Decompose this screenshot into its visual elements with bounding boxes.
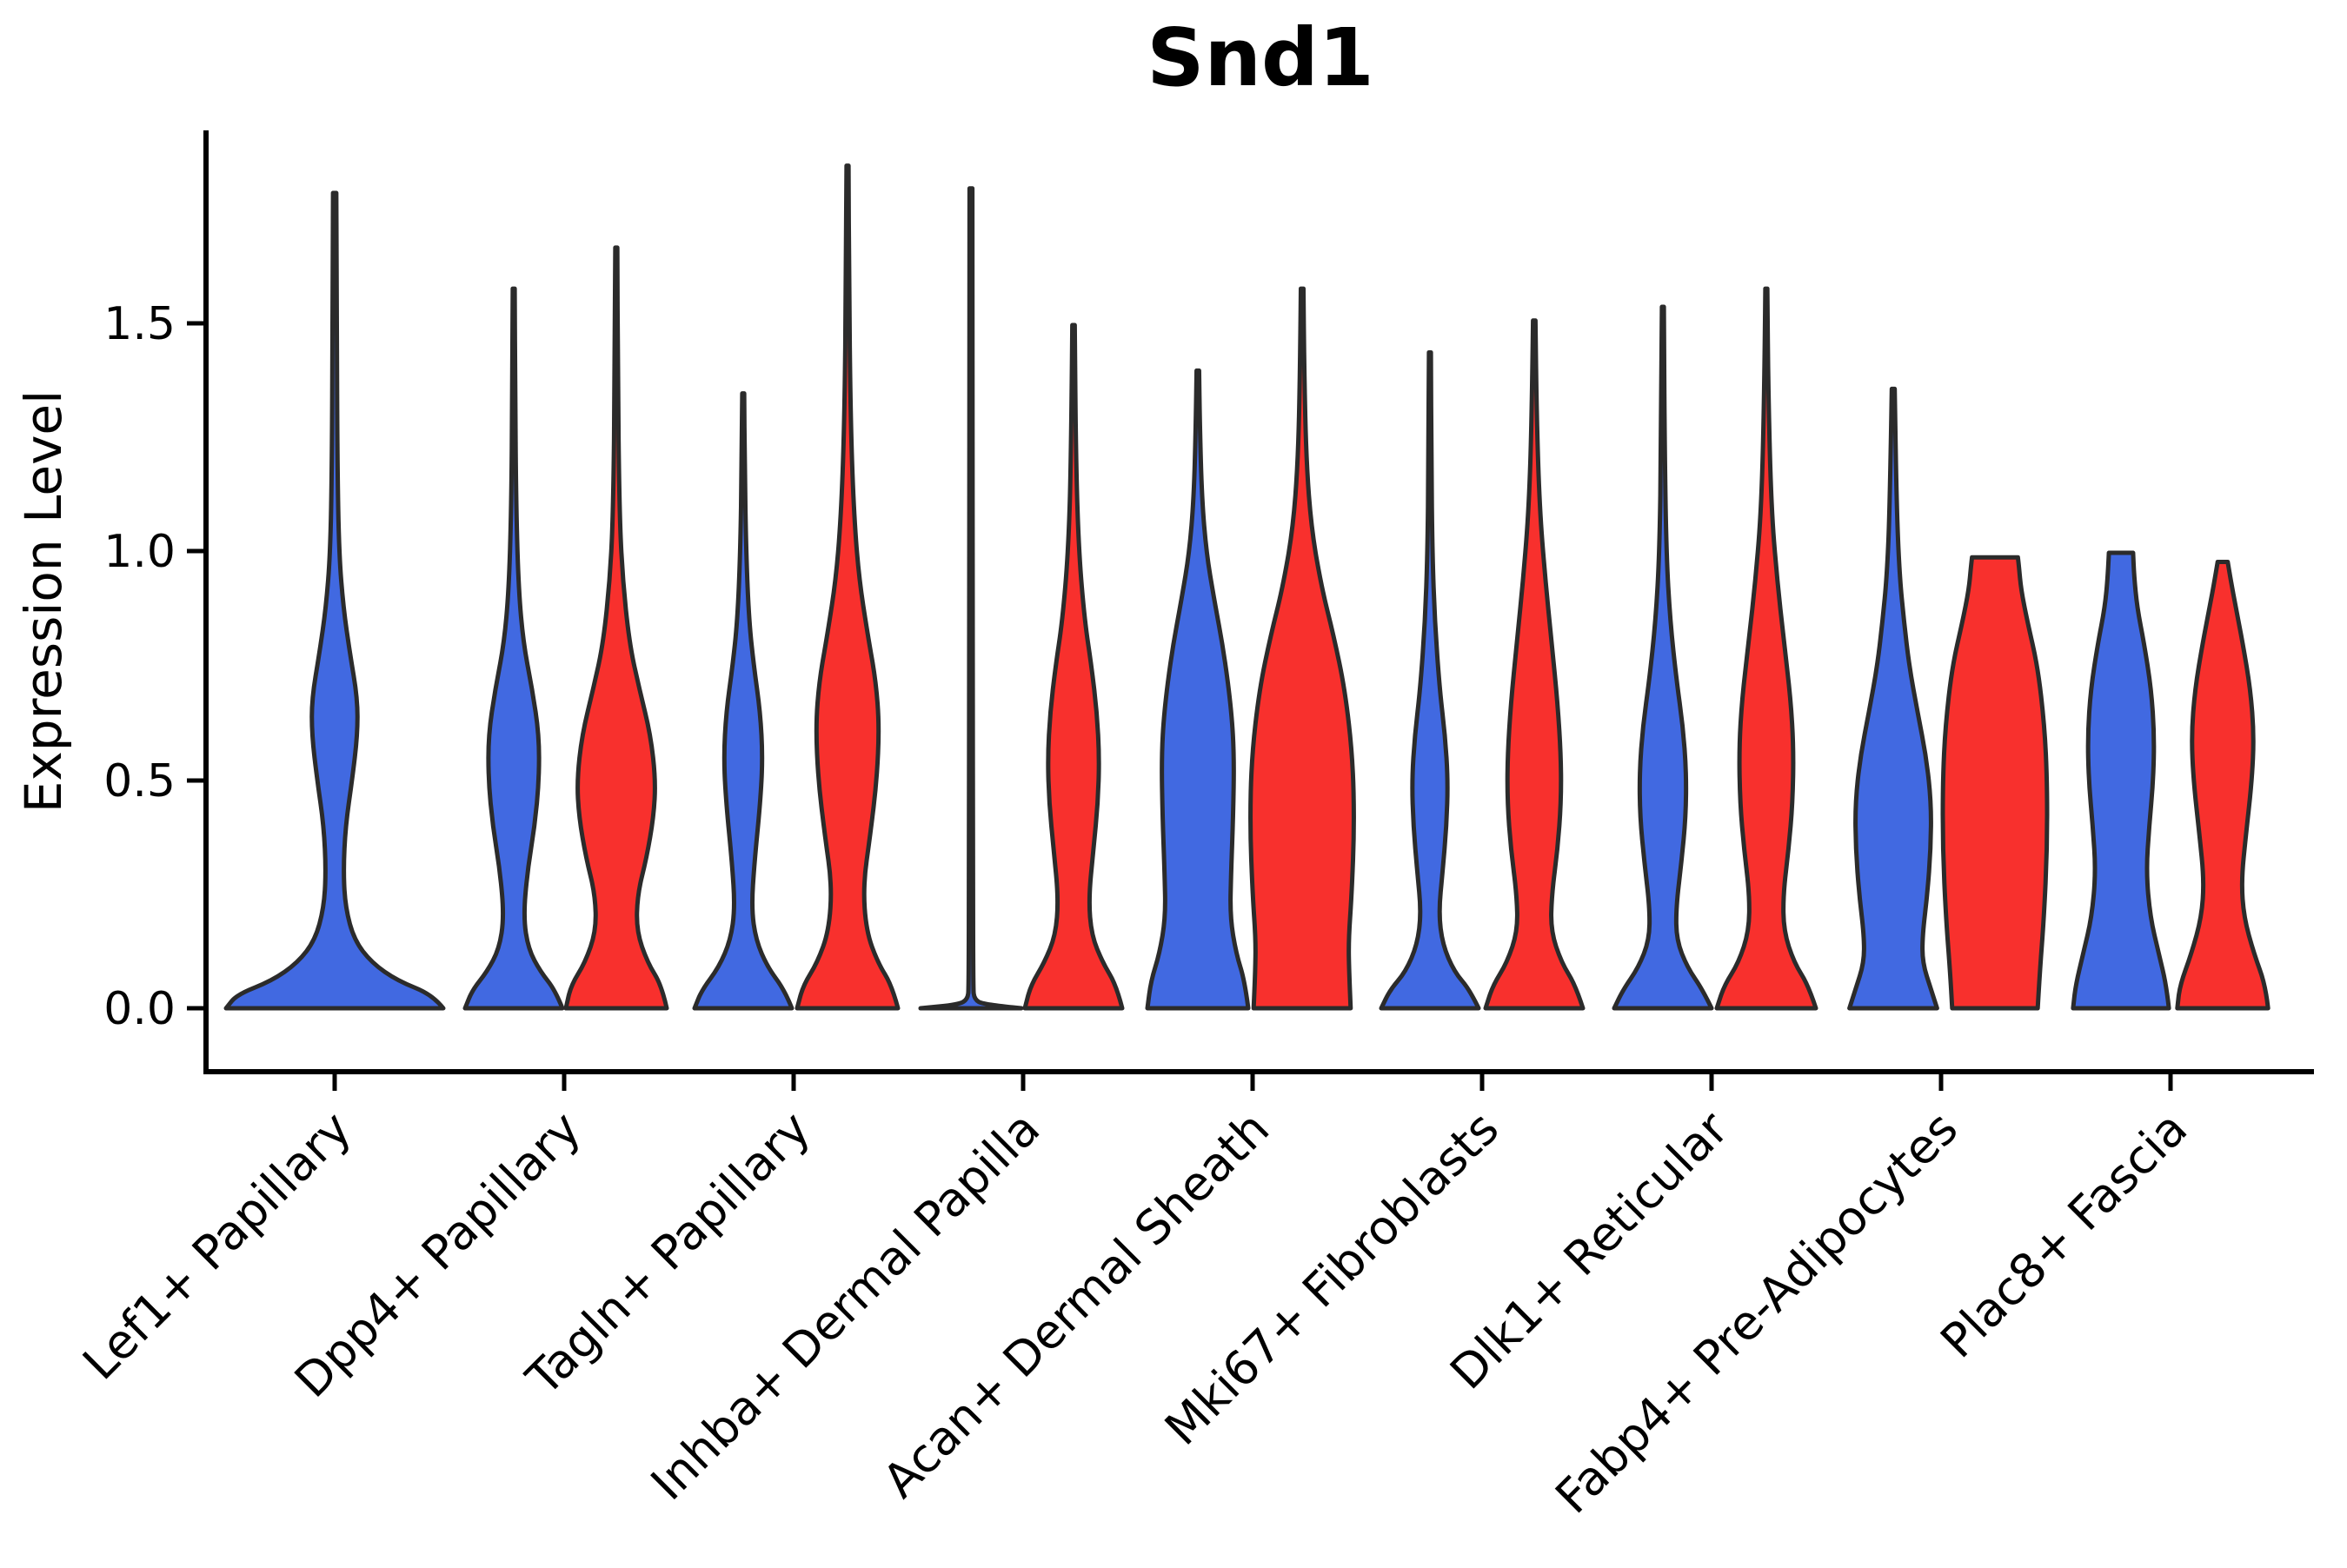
chart-title: Snd1	[1147, 11, 1374, 104]
x-axis-ticks	[332, 1072, 2173, 1091]
violin-blue-Lef1+	[223, 190, 446, 1011]
y-tick-label-0.0: 0.0	[103, 983, 176, 1035]
violin-blue-Dlk1+	[1612, 304, 1714, 1011]
violin-red-Acan+	[1248, 286, 1356, 1011]
violin-red-Tagln+	[795, 163, 901, 1011]
violin-red-Mki67+	[1483, 318, 1586, 1011]
violin-red-Fabp4+	[1940, 555, 2050, 1011]
y-tick-label-1.0: 1.0	[103, 526, 176, 578]
violin-blue-Plac8+	[2071, 550, 2171, 1011]
violin-red-Dlk1+	[1714, 286, 1818, 1011]
violin-blue-Mki67+	[1379, 349, 1481, 1011]
violin-blue-Fabp4+	[1847, 386, 1939, 1011]
violin-blue-Dpp4+	[462, 286, 565, 1011]
x-tick-label-7: Fabp4+ Pre-Adipocytes	[1545, 1101, 1968, 1525]
violin-red-Dpp4+	[563, 245, 669, 1011]
violin-blue-Tagln+	[692, 391, 795, 1011]
x-tick-label-4: Acan+ Dermal Sheath	[873, 1101, 1280, 1508]
violin-blue-Inhba+	[918, 186, 1024, 1011]
violin-blue-Acan+	[1145, 368, 1251, 1011]
y-tick-label-0.5: 0.5	[103, 755, 176, 807]
violin-red-Inhba+	[1022, 322, 1125, 1011]
x-tick-label-3: Inhba+ Dermal Papilla	[641, 1101, 1050, 1511]
y-axis-tick-labels: 0.0 0.5 1.0 1.5	[103, 298, 176, 1035]
violin-red-Plac8+	[2175, 559, 2271, 1011]
violins	[223, 163, 2271, 1011]
y-axis-ticks	[187, 321, 206, 1011]
y-tick-label-1.5: 1.5	[103, 298, 176, 350]
y-axis-label: Expression Level	[14, 390, 73, 813]
x-tick-label-8: Plac8+ Fascia	[1930, 1101, 2197, 1369]
